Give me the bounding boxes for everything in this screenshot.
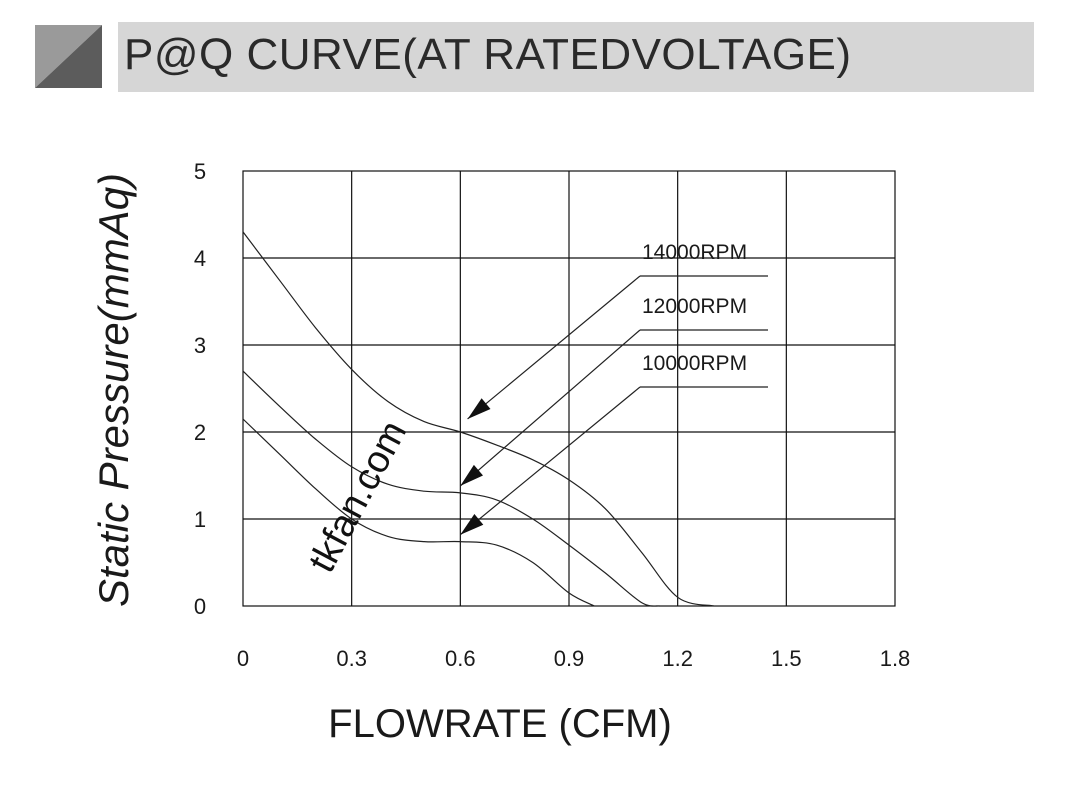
y-tick-label: 3 [194, 333, 206, 358]
x-tick-label: 0 [237, 646, 249, 671]
annotation-arrowhead [467, 398, 491, 419]
y-tick-label: 5 [194, 159, 206, 184]
y-tick-label: 2 [194, 420, 206, 445]
x-tick-label: 0.3 [336, 646, 367, 671]
series-line-2 [242, 418, 595, 607]
annotation-label: 10000RPM [642, 352, 747, 375]
annotation-label: 14000RPM [642, 241, 747, 264]
x-tick-label: 0.9 [554, 646, 585, 671]
corner-triangle-icon [32, 22, 112, 92]
page-title: P@Q CURVE(AT RATEDVOLTAGE) [124, 30, 852, 79]
x-tick-label: 1.5 [771, 646, 802, 671]
tick-labels: 0 0.3 0.6 0.9 1.2 1.5 1.8 0 1 2 3 4 5 [194, 159, 910, 671]
y-axis-title: Static Pressure(mmAq) [90, 173, 137, 607]
annotation-label: 12000RPM [642, 295, 747, 318]
x-tick-label: 0.6 [445, 646, 476, 671]
annotation-arrowhead [460, 464, 483, 486]
annotation-arrowhead [460, 514, 484, 535]
annotations: 14000RPM 12000RPM 10000RPM [459, 241, 768, 536]
series-line-0 [242, 231, 715, 607]
grid [242, 170, 896, 607]
x-tick-label: 1.8 [880, 646, 911, 671]
annotation-leader [459, 329, 641, 487]
y-tick-label: 1 [194, 507, 206, 532]
curves [242, 231, 715, 607]
y-tick-label: 4 [194, 246, 206, 271]
series-line-1 [242, 370, 660, 607]
y-tick-label: 0 [194, 594, 206, 619]
header-bar [118, 22, 1034, 92]
annotation-leader [459, 386, 641, 536]
annotation-leader [467, 275, 641, 420]
x-axis-title: FLOWRATE (CFM) [328, 702, 672, 746]
x-tick-label: 1.2 [662, 646, 693, 671]
watermark-text: tkfan.com [301, 414, 415, 579]
